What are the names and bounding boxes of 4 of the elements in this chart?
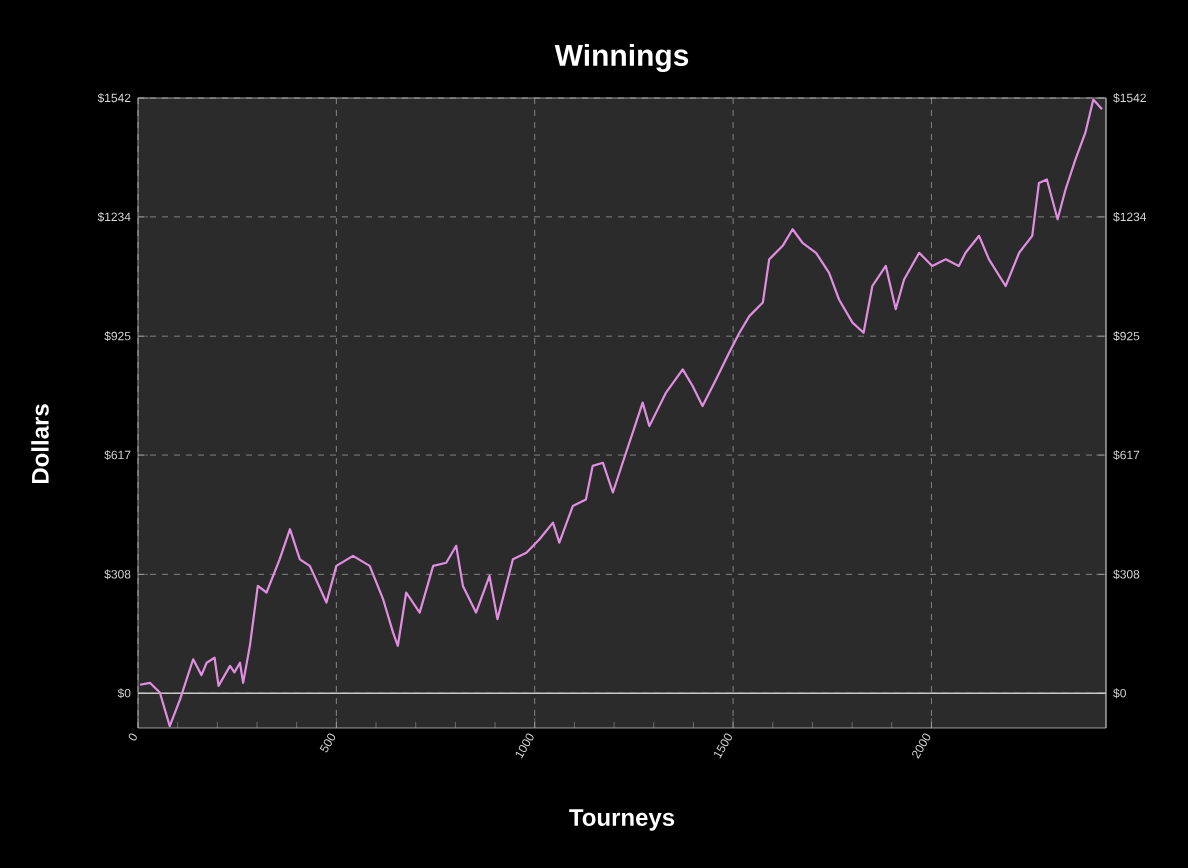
- y-axis-title: Dollars: [31, 404, 49, 484]
- line-series: [138, 98, 1104, 728]
- chart-title: Winnings: [554, 43, 689, 73]
- x-axis-title: Tourneys: [569, 809, 675, 831]
